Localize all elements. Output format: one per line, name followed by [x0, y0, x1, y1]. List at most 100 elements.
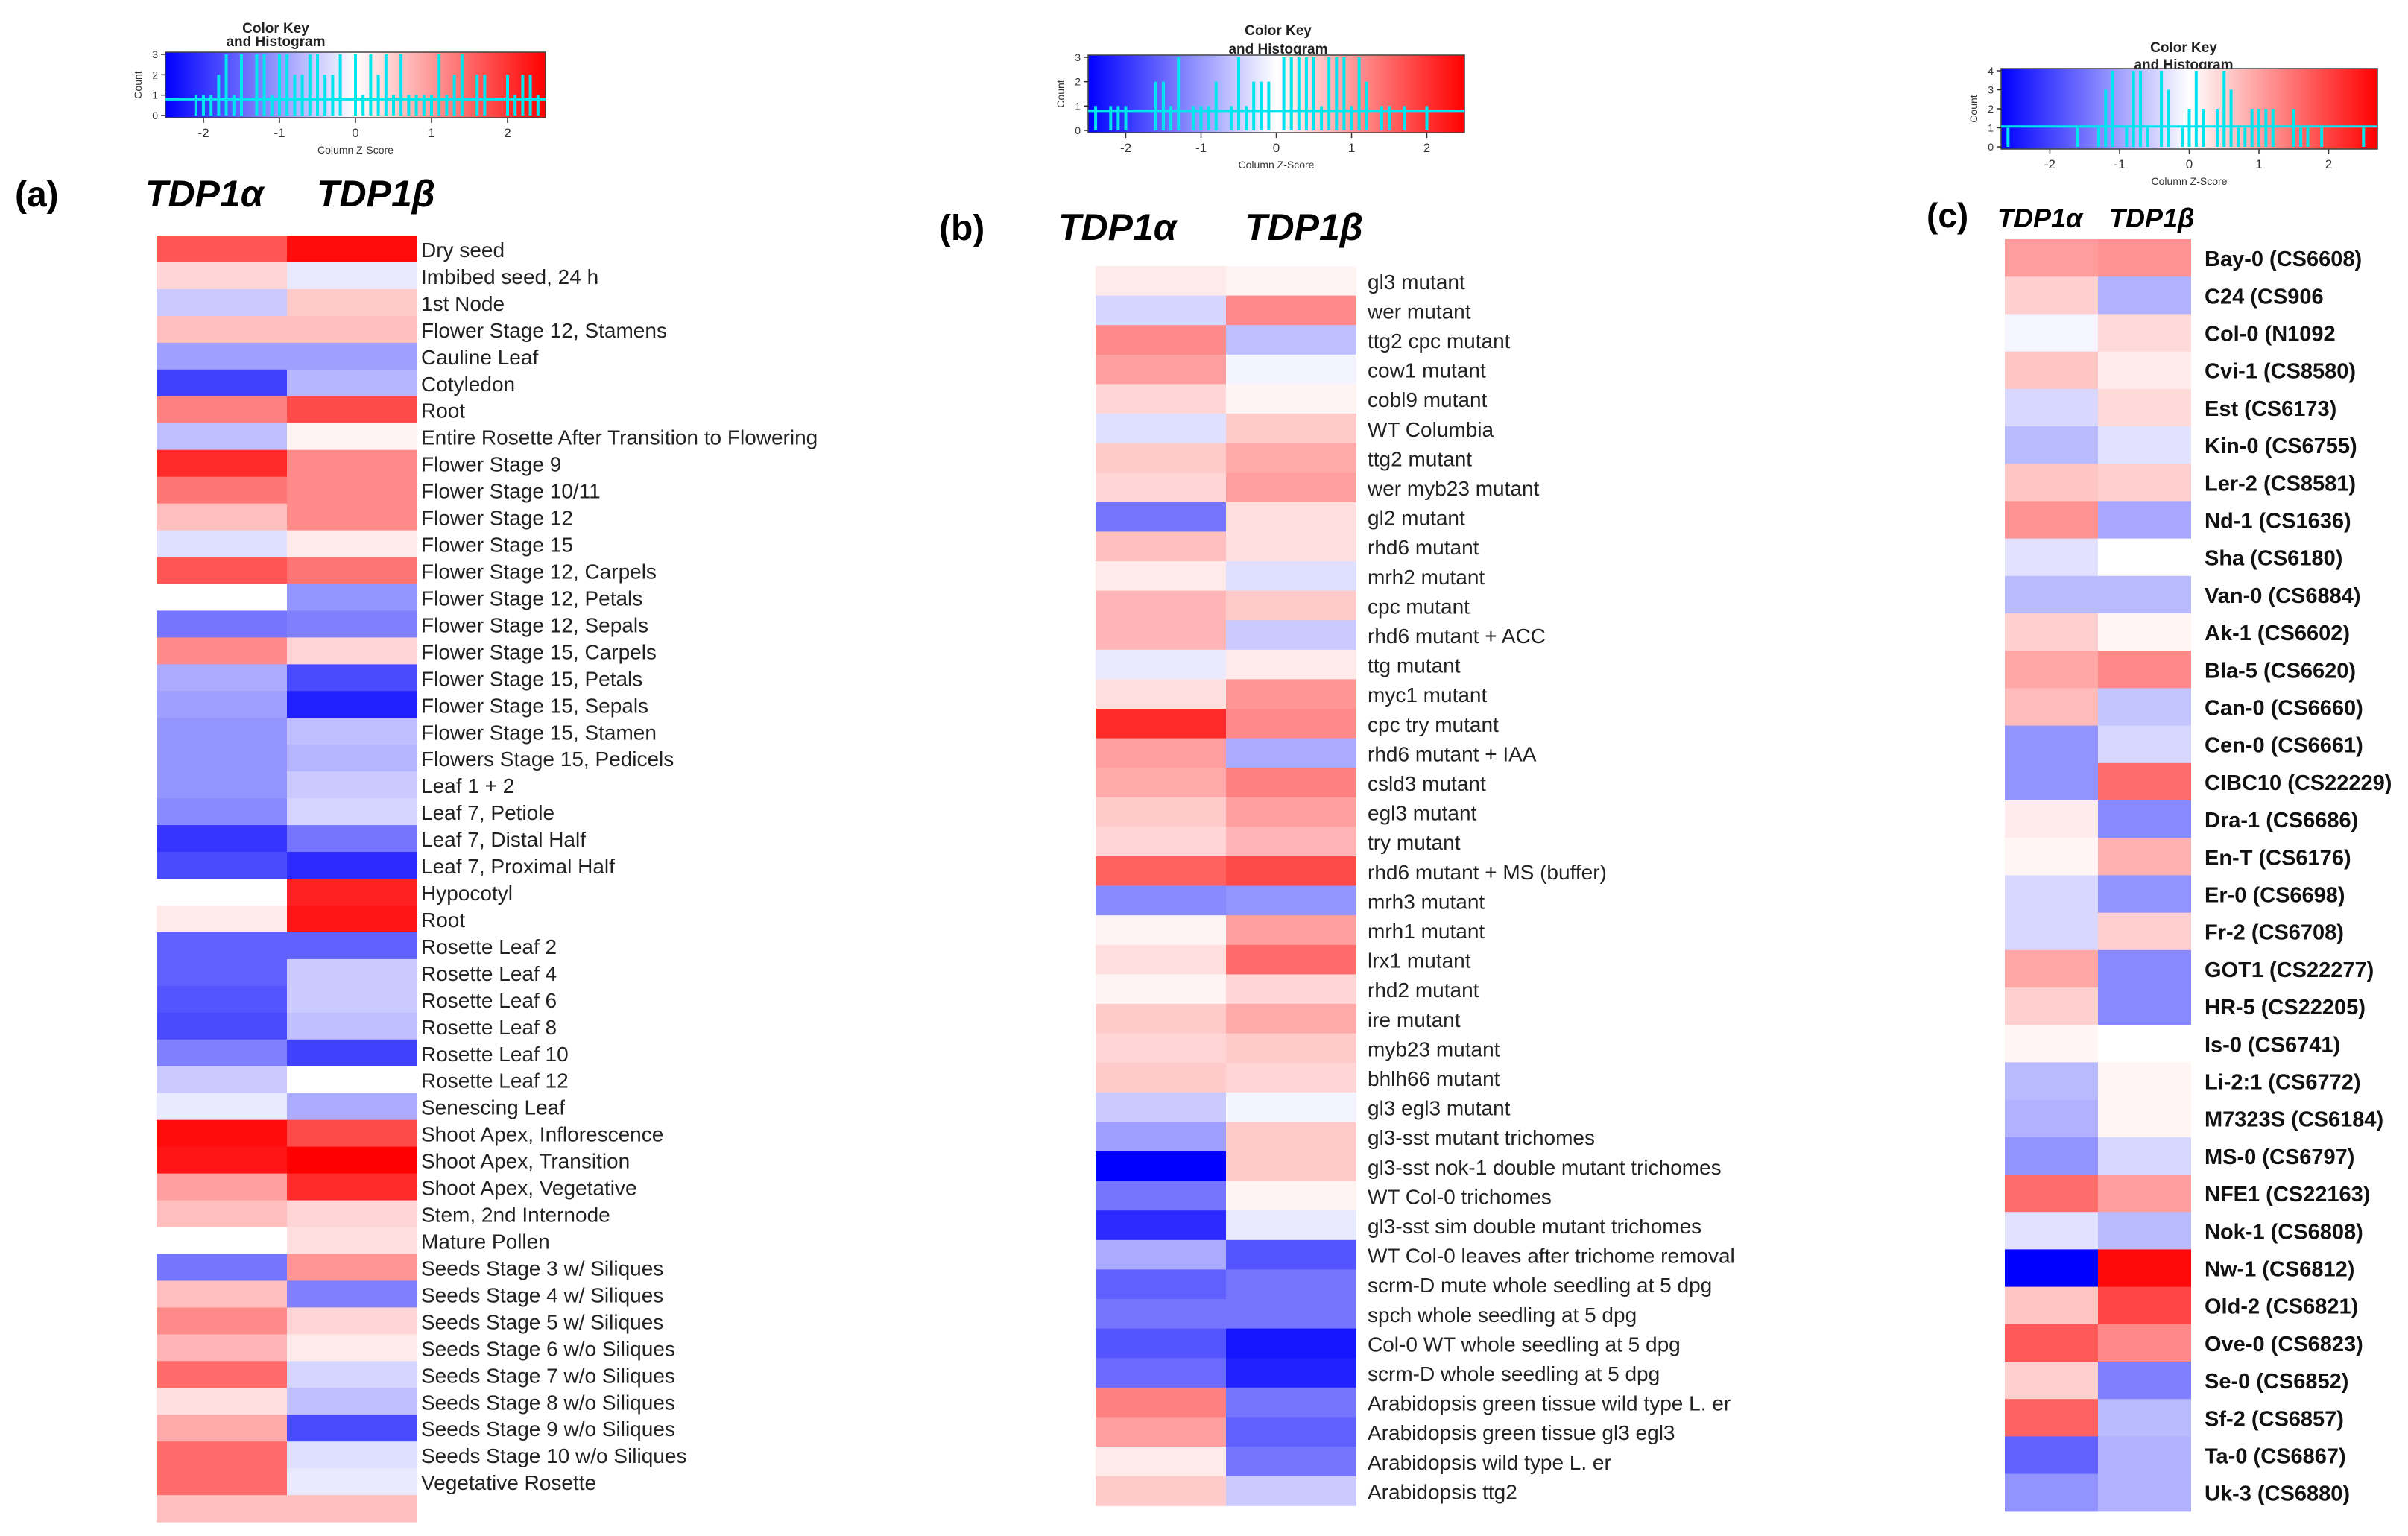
- row-label: Seeds Stage 4 w/ Siliques: [421, 1283, 663, 1306]
- heatmap-cell: [157, 1146, 287, 1175]
- row-label: Leaf 1 + 2: [421, 774, 514, 797]
- row-label: Seeds Stage 8 w/o Siliques: [421, 1391, 675, 1414]
- heatmap-cell: [1096, 590, 1226, 621]
- histogram-bar: [437, 54, 441, 116]
- histogram-bar: [232, 95, 236, 116]
- heatmap-cell: [1226, 915, 1356, 946]
- heatmap-cell: [2098, 725, 2191, 764]
- row-label: gl3-sst sim double mutant trichomes: [1368, 1215, 1701, 1238]
- heatmap-cell: [1226, 325, 1356, 355]
- heatmap-cell: [157, 449, 287, 478]
- column-header-tdp1-beta: TDP1β: [1245, 206, 1363, 248]
- row-label: myb23 mutant: [1368, 1037, 1500, 1061]
- row-label: Ta-0 (CS6867): [2205, 1445, 2346, 1469]
- heatmap-cell: [2098, 949, 2191, 988]
- row-label: Cvi-1 (CS8580): [2205, 360, 2356, 384]
- column-header-tdp1-beta: TDP1β: [2109, 203, 2194, 233]
- histogram-bar: [2299, 127, 2303, 147]
- heatmap-cell: [157, 1012, 287, 1040]
- histogram-bar: [316, 54, 319, 116]
- row-label: Van-0 (CS6884): [2205, 584, 2361, 608]
- row-label: gl2 mutant: [1368, 507, 1465, 530]
- histogram-bar: [300, 75, 304, 116]
- heatmap-cell: [2098, 314, 2191, 353]
- heatmap-cell: [1096, 1447, 1226, 1477]
- row-label: Fr-2 (CS6708): [2205, 921, 2344, 945]
- histogram-bar: [1109, 106, 1113, 130]
- heatmap-cell: [287, 771, 417, 799]
- histogram-bar: [1252, 81, 1256, 130]
- heatmap-cell: [1096, 325, 1226, 355]
- heatmap-cell: [157, 932, 287, 960]
- heatmap-cell: [287, 396, 417, 424]
- color-key-subtitle: and Histogram: [1228, 42, 1327, 57]
- row-label: Sf-2 (CS6857): [2205, 1407, 2344, 1431]
- heatmap-cell: [287, 985, 417, 1014]
- heatmap-cell: [1096, 384, 1226, 414]
- heatmap-cell: [1096, 1033, 1226, 1063]
- heatmap-cell: [1226, 266, 1356, 297]
- histogram-bar: [255, 54, 259, 116]
- histogram-bar: [338, 54, 342, 116]
- heatmap-cell: [157, 503, 287, 531]
- row-label: Col-0 (N1092: [2205, 323, 2336, 347]
- heatmap-cell: [2098, 838, 2191, 876]
- color-key-y-tick-label: 3: [152, 48, 158, 60]
- histogram-bar: [2146, 127, 2149, 147]
- heatmap-cell: [1226, 1122, 1356, 1152]
- heatmap-cell: [157, 423, 287, 451]
- row-label: Seeds Stage 10 w/o Siliques: [421, 1444, 686, 1467]
- heatmap-cell: [157, 852, 287, 879]
- color-key-bar: [1087, 54, 1465, 133]
- histogram-bar: [384, 54, 388, 116]
- heatmap-cell: [2005, 1212, 2098, 1250]
- heatmap-cell: [157, 691, 287, 718]
- color-key-x-tick-label: -1: [2114, 157, 2125, 171]
- heatmap-cell: [2098, 538, 2191, 577]
- histogram-bar: [460, 54, 464, 116]
- row-label: mrh2 mutant: [1368, 566, 1485, 589]
- heatmap-cell: [1096, 827, 1226, 857]
- heatmap-cell: [1226, 1387, 1356, 1418]
- heatmap-cell: [2005, 1175, 2098, 1213]
- histogram-bar: [1289, 57, 1293, 130]
- heatmap-cell: [157, 1441, 287, 1469]
- row-label: Arabidopsis wild type L. er: [1368, 1451, 1611, 1474]
- row-label: MS-0 (CS6797): [2205, 1145, 2354, 1169]
- histogram-bar: [392, 95, 395, 116]
- heatmap-cell: [2005, 426, 2098, 464]
- row-label: CIBC10 (CS22229): [2205, 771, 2392, 795]
- row-label: Seeds Stage 7 w/o Siliques: [421, 1364, 675, 1387]
- heatmap-cell: [157, 1200, 287, 1228]
- color-key-x-tick-label: 0: [1273, 141, 1280, 155]
- heatmap-cell: [287, 1066, 417, 1094]
- row-label: En-T (CS6176): [2205, 846, 2351, 870]
- heatmap-cell: [2005, 276, 2098, 315]
- color-key-xlabel: Column Z-Score: [317, 144, 394, 156]
- histogram-bar: [2111, 71, 2114, 147]
- heatmap-cell: [287, 1415, 417, 1442]
- heatmap-cell: [157, 396, 287, 424]
- heatmap-cell: [157, 262, 287, 290]
- row-label: Shoot Apex, Transition: [421, 1150, 630, 1173]
- histogram-bar: [209, 95, 213, 116]
- row-label: Cotyledon: [421, 373, 515, 396]
- row-label: Rosette Leaf 2: [421, 935, 557, 958]
- heatmap-cell: [157, 798, 287, 826]
- heatmap-cell: [1226, 944, 1356, 975]
- heatmap-cell: [1226, 1033, 1356, 1063]
- histogram-bar: [1229, 106, 1233, 130]
- heatmap-cell: [2005, 1062, 2098, 1101]
- histogram-bar: [1365, 81, 1368, 130]
- heatmap-cell: [287, 932, 417, 960]
- heatmap-cell: [2098, 987, 2191, 1025]
- color-key-x-tick-label: 2: [504, 126, 511, 140]
- row-label: Rosette Leaf 12: [421, 1069, 569, 1093]
- heatmap-cell: [1226, 1447, 1356, 1477]
- histogram-bar: [430, 95, 433, 116]
- histogram-bar: [1327, 57, 1331, 130]
- heatmap-cell: [287, 1361, 417, 1388]
- histogram-bar: [323, 75, 327, 116]
- row-label: Mature Pollen: [421, 1230, 550, 1254]
- heatmap-cell: [157, 1468, 287, 1496]
